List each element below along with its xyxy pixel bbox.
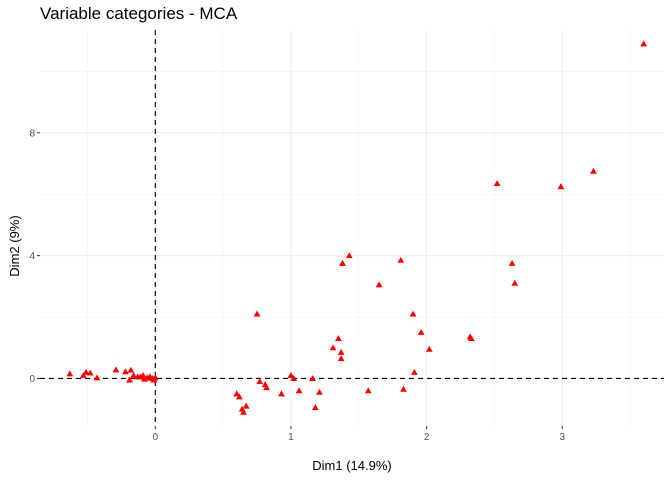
data-point xyxy=(329,344,337,351)
data-point xyxy=(467,335,475,342)
data-point xyxy=(122,368,129,375)
data-point xyxy=(126,376,133,383)
x-tick-label: 1 xyxy=(288,432,294,443)
y-tick-label: 8 xyxy=(29,128,35,139)
x-tick-label: 0 xyxy=(153,432,159,443)
data-point xyxy=(337,355,345,362)
data-point xyxy=(309,375,317,381)
data-point xyxy=(240,408,247,415)
data-point xyxy=(508,259,516,266)
major-gridlines xyxy=(40,30,664,426)
x-tick-label: 3 xyxy=(559,432,565,443)
data-point xyxy=(151,374,159,381)
data-point xyxy=(66,370,74,377)
data-point xyxy=(511,279,519,286)
data-point xyxy=(397,256,405,263)
data-point xyxy=(411,368,418,375)
data-point xyxy=(400,385,407,392)
reference-lines xyxy=(40,30,664,426)
y-axis-title: Dim2 (9%) xyxy=(7,215,22,276)
y-tick-label: 0 xyxy=(29,374,35,385)
y-tick-label: 4 xyxy=(29,251,35,262)
data-point xyxy=(640,40,648,47)
data-point xyxy=(311,404,319,411)
x-axis-title: Dim1 (14.9%) xyxy=(312,458,391,473)
data-point xyxy=(263,384,270,391)
data-point xyxy=(335,335,342,342)
data-point xyxy=(80,371,87,378)
data-point xyxy=(557,183,565,190)
data-point xyxy=(82,368,90,375)
data-point xyxy=(236,393,243,400)
data-point xyxy=(86,369,94,376)
data-points xyxy=(66,40,648,415)
data-point xyxy=(337,348,345,355)
data-point xyxy=(493,180,501,187)
x-axis-ticks: 0 1 2 3 xyxy=(153,426,565,443)
y-axis-ticks: 0 4 8 xyxy=(29,128,40,385)
data-point xyxy=(130,371,137,378)
data-point xyxy=(253,310,261,317)
data-point xyxy=(590,167,597,174)
data-point xyxy=(375,281,383,288)
data-point xyxy=(242,402,250,409)
data-point xyxy=(256,378,264,385)
data-point xyxy=(425,345,433,352)
data-point xyxy=(112,366,120,373)
data-point xyxy=(295,387,303,394)
data-point xyxy=(417,328,425,335)
data-point xyxy=(287,371,295,378)
data-point xyxy=(136,373,144,380)
data-point xyxy=(345,252,353,259)
minor-gridlines xyxy=(40,30,664,426)
data-point xyxy=(339,259,346,266)
data-point xyxy=(409,310,417,317)
data-point xyxy=(316,388,323,395)
x-tick-label: 2 xyxy=(424,432,430,443)
chart-title: Variable categories - MCA xyxy=(40,4,238,23)
data-point xyxy=(127,366,135,373)
data-point xyxy=(364,387,372,394)
data-point xyxy=(93,374,101,381)
data-point xyxy=(290,375,298,381)
data-point xyxy=(278,390,285,397)
data-point xyxy=(233,390,241,397)
